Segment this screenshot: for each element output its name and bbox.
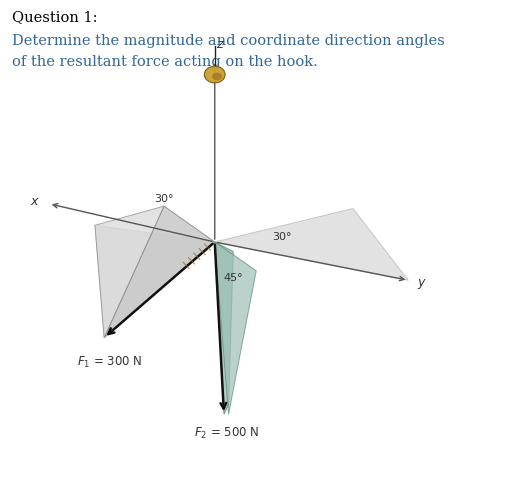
Text: Determine the magnitude and coordinate direction angles: Determine the magnitude and coordinate d… — [12, 34, 445, 48]
Polygon shape — [95, 225, 215, 338]
Ellipse shape — [204, 66, 225, 83]
Ellipse shape — [212, 73, 222, 80]
Text: $F_2$ = 500 N: $F_2$ = 500 N — [194, 426, 259, 441]
Polygon shape — [215, 242, 256, 414]
Text: Question 1:: Question 1: — [12, 10, 98, 24]
Polygon shape — [95, 206, 164, 338]
Text: $F_1$ = 300 N: $F_1$ = 300 N — [77, 354, 142, 370]
Polygon shape — [104, 206, 215, 338]
Text: z: z — [216, 38, 223, 51]
Text: 45°: 45° — [223, 273, 243, 283]
Text: 30°: 30° — [272, 232, 291, 242]
Polygon shape — [215, 209, 408, 280]
Polygon shape — [215, 242, 233, 414]
Text: x: x — [30, 195, 37, 208]
Text: of the resultant force acting on the hook.: of the resultant force acting on the hoo… — [12, 55, 318, 69]
Text: 30°: 30° — [154, 194, 174, 204]
Text: y: y — [417, 276, 425, 289]
